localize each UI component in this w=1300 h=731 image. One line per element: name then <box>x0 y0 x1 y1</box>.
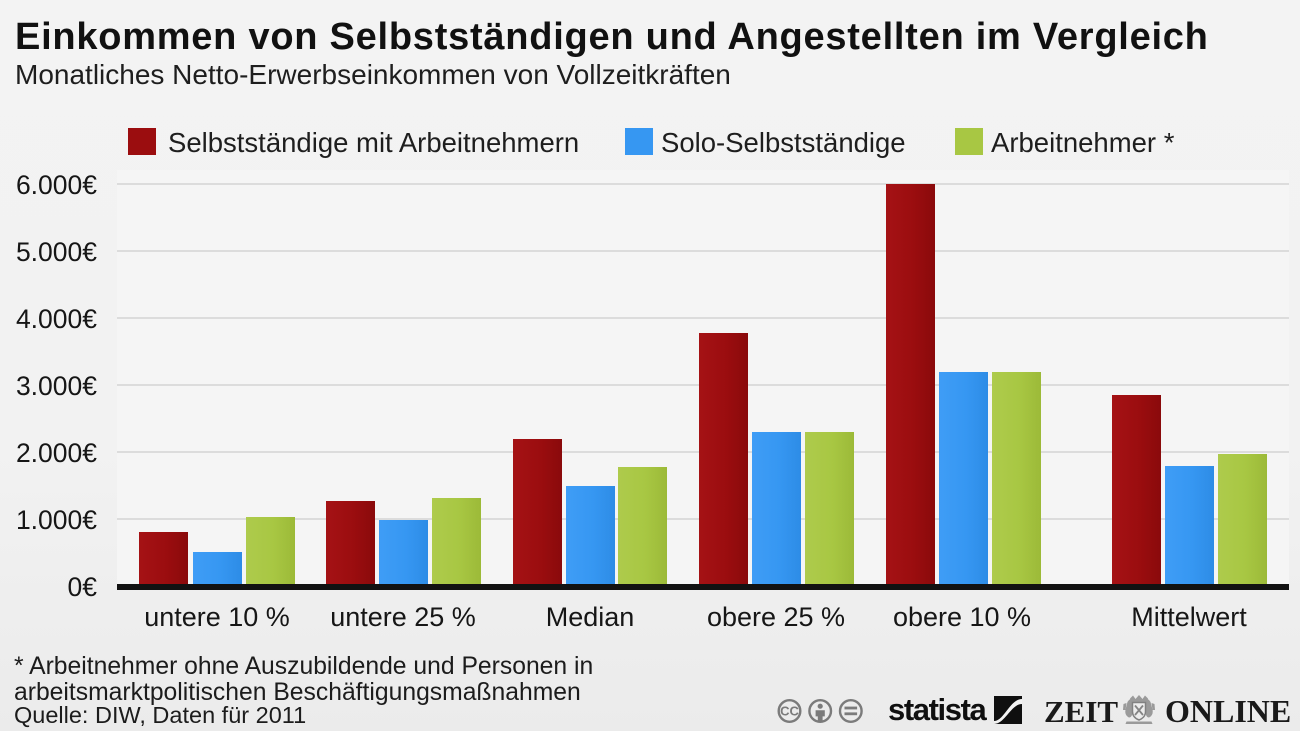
svg-text:CC: CC <box>780 704 799 719</box>
